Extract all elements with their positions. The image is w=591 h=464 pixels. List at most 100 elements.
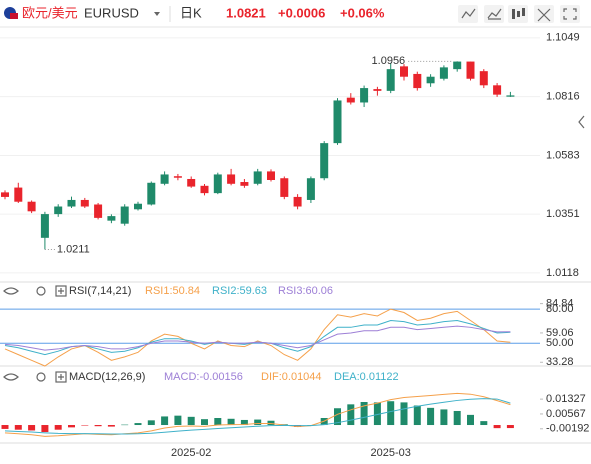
macd-bar — [334, 408, 341, 426]
macd-bar — [413, 405, 421, 426]
pair-name[interactable]: 欧元/美元 — [22, 5, 78, 20]
macd-line — [4, 398, 511, 435]
flag-icon — [10, 13, 18, 19]
candle-body — [466, 61, 475, 79]
symbol[interactable]: EURUSD — [84, 5, 139, 20]
candle-body — [80, 199, 89, 207]
candle-body — [160, 174, 169, 184]
macd-bar — [493, 425, 501, 429]
macd-bar — [467, 414, 474, 426]
candle-body — [120, 206, 129, 224]
reference-label: 50.00 — [546, 337, 574, 349]
x-tick-label: 2025-02 — [171, 447, 211, 459]
expand-icon[interactable] — [55, 285, 67, 297]
y-tick-label: 84.84 — [546, 298, 574, 310]
macd-title: MACD(12,26,9) — [69, 371, 145, 383]
macd-bar — [240, 419, 248, 426]
dropdown-icon[interactable] — [154, 12, 160, 16]
legend-entry: DEA:0.01122 — [334, 371, 399, 383]
candle-body — [134, 203, 142, 210]
gear-icon[interactable] — [36, 286, 46, 296]
gear-icon[interactable] — [36, 372, 46, 382]
candle-body — [360, 88, 369, 103]
candle-body — [373, 89, 382, 91]
macd-bar — [54, 425, 62, 430]
macd-bar — [347, 404, 355, 426]
expand-icon — [58, 374, 64, 380]
candle-body — [493, 85, 502, 95]
header: 欧元/美元 EURUSD 日K 1.0821 +0.0006 +0.06% — [4, 5, 580, 23]
candle-body — [333, 100, 342, 144]
macd-bar — [28, 425, 36, 431]
candle-body — [107, 216, 116, 221]
candle-body — [386, 69, 395, 91]
y-tick-label: 0.00567 — [546, 408, 586, 420]
y-tick-label: 1.0583 — [546, 149, 580, 161]
tool-icon — [461, 8, 476, 19]
candle-body — [173, 176, 182, 178]
legend-entry: RSI2:59.63 — [212, 285, 267, 297]
macd-bar — [440, 409, 448, 426]
period[interactable]: 日K — [180, 5, 202, 20]
eye-icon[interactable] — [3, 287, 19, 295]
macd-bar — [373, 402, 381, 426]
low-annotation: 1.0211 — [57, 243, 90, 255]
macd-bar — [214, 418, 222, 426]
macd-bar — [147, 420, 155, 426]
macd-bar — [387, 401, 395, 426]
macd-bar — [107, 425, 115, 427]
rsi-line — [4, 325, 511, 351]
candle-body — [94, 204, 103, 218]
tool-button[interactable] — [534, 5, 554, 23]
candle-body — [147, 182, 156, 205]
macd-bar — [480, 421, 488, 426]
macd-bar — [41, 425, 49, 433]
candle-body — [200, 185, 209, 194]
candle-body — [320, 143, 329, 179]
x-tick-label: 2025-03 — [371, 447, 411, 459]
collapse-icon[interactable] — [578, 115, 585, 129]
candle-body — [40, 214, 49, 238]
candle-body — [400, 66, 408, 77]
macd-bar — [254, 419, 262, 426]
tool-icon — [537, 8, 551, 22]
macd-bar — [427, 407, 435, 426]
macd-bar — [81, 425, 89, 426]
y-tick-label: 1.0118 — [546, 267, 579, 279]
candle-body — [453, 61, 462, 70]
rsi-title: RSI(7,14,21) — [69, 285, 131, 297]
rsi-legend: RSI(7,14,21) RSI1:50.84 RSI2:59.63 RSI3:… — [3, 285, 333, 297]
candle-body — [213, 174, 222, 194]
y-tick-label: 1.0816 — [546, 91, 580, 103]
tool-button[interactable] — [560, 5, 580, 23]
candle-body — [346, 97, 355, 103]
macd-bar — [360, 402, 368, 426]
y-tick-label: -0.00192 — [546, 423, 589, 435]
macd-bar — [201, 419, 208, 426]
expand-icon[interactable] — [55, 371, 67, 383]
eye-icon[interactable] — [3, 373, 19, 381]
macd-bar — [187, 416, 195, 426]
macd-bar — [174, 415, 182, 426]
candle-body — [240, 182, 249, 186]
expand-icon — [58, 288, 64, 294]
tool-icon — [512, 8, 525, 19]
legend-entry: RSI3:60.06 — [278, 285, 333, 297]
candle-body — [227, 174, 236, 184]
y-tick-label: 0.01327 — [546, 393, 586, 405]
y-tick-label: 1.0351 — [546, 208, 580, 220]
candle-body — [479, 71, 488, 86]
legend-entry: DIF:0.01044 — [261, 371, 322, 383]
candle-body — [1, 192, 9, 197]
macd-bar — [161, 416, 169, 426]
candle-body — [54, 206, 63, 215]
macd-bar — [400, 402, 408, 426]
macd-bar — [94, 425, 102, 427]
candle-body — [14, 187, 23, 202]
macd-bar — [134, 423, 142, 426]
macd-line — [4, 392, 511, 437]
candle-body — [506, 95, 515, 97]
y-tick-label: 1.1049 — [546, 32, 580, 44]
candle-body — [426, 76, 435, 84]
macd-bar — [267, 420, 275, 426]
